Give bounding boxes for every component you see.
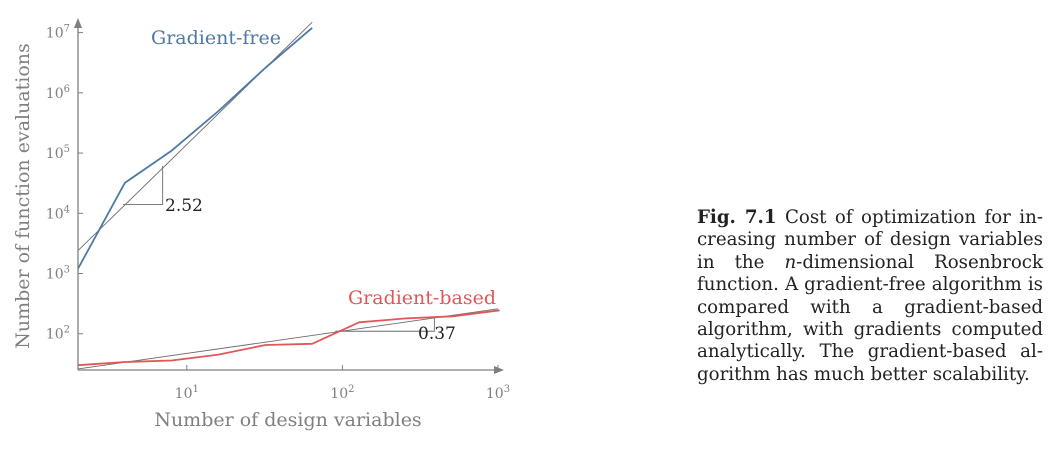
y-tick-label: 103 <box>46 265 70 283</box>
x-tick-label: 102 <box>330 384 354 402</box>
caption-text-2: -dimensional Rosenbrock function. A grad… <box>697 251 1043 385</box>
slope-label-gradient-free: 2.52 <box>165 196 203 216</box>
slope-triangle <box>123 165 164 205</box>
y-tick-label: 106 <box>46 84 70 102</box>
y-tick-label: 107 <box>46 24 70 42</box>
x-axis-label: Number of design variables <box>154 409 421 431</box>
x-tick-label: 103 <box>486 384 510 402</box>
figure-caption: Fig. 7.1 Cost of optimization for in-cre… <box>697 207 1043 386</box>
y-tick-label: 102 <box>46 325 70 343</box>
y-tick-label: 104 <box>46 204 70 222</box>
series-line <box>77 27 313 270</box>
slope-triangle <box>335 317 435 332</box>
x-axis-arrow <box>494 366 504 374</box>
caption-text-1: Cost of optimization for in-creasing num… <box>697 207 1043 273</box>
caption-label: Fig. 7.1 <box>697 207 777 228</box>
slope-label-gradient-based: 0.37 <box>418 324 456 344</box>
y-tick-label: 105 <box>46 144 70 162</box>
series-label-gradient-free: Gradient-free <box>151 27 281 49</box>
caption-variable: n <box>784 251 797 273</box>
y-axis-label: Number of function evaluations <box>12 43 34 349</box>
axes <box>74 18 504 374</box>
series-line <box>77 309 500 367</box>
chart: 101 102 103 102 103 104 105 106 107 Number of de… <box>12 18 510 431</box>
tick-labels: 101 102 103 102 103 104 105 106 107 <box>46 24 510 402</box>
y-axis-arrow <box>74 18 82 28</box>
x-tick-label: 101 <box>175 384 199 402</box>
series-lines <box>77 27 500 367</box>
series-label-gradient-based: Gradient-based <box>348 287 496 309</box>
fit-line <box>78 308 499 370</box>
fit-line <box>78 21 313 251</box>
